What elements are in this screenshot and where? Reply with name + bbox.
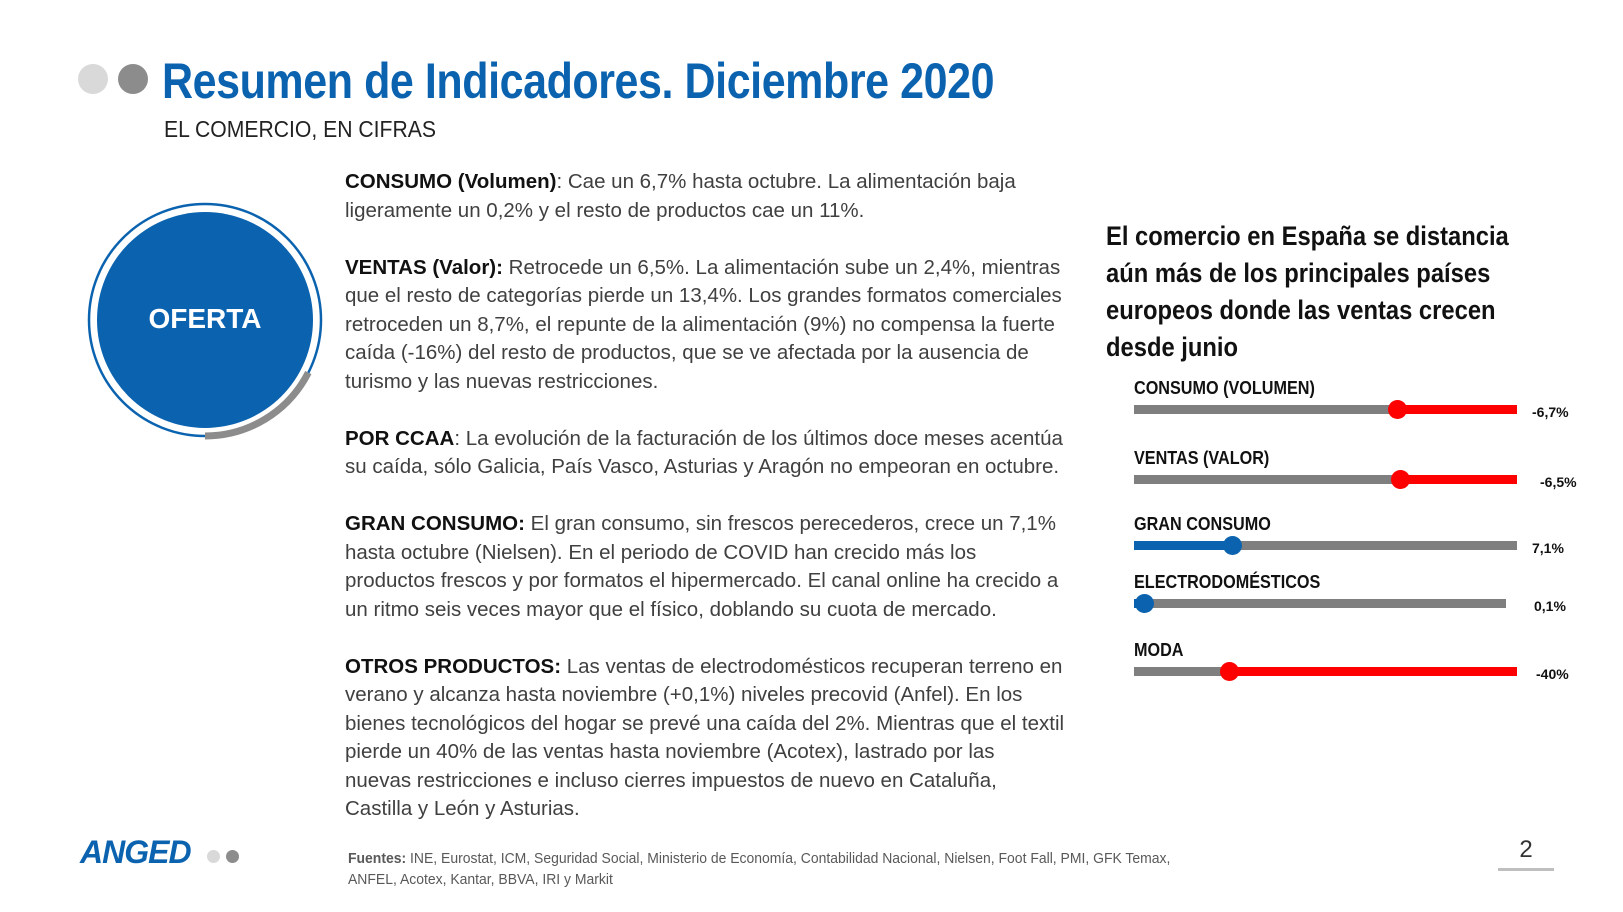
indicator-track bbox=[1134, 599, 1506, 608]
indicator-fill bbox=[1134, 541, 1232, 550]
indicator-label: VENTAS (VALOR) bbox=[1134, 448, 1270, 468]
paragraph-body: Retrocede un 6,5%. La alimentación sube … bbox=[345, 255, 1062, 393]
headline: El comercio en España se distancia aún m… bbox=[1106, 221, 1509, 362]
sources-label: Fuentes: bbox=[348, 850, 407, 867]
indicator-moda: MODA -40% bbox=[1134, 640, 1584, 682]
logo-dot-light bbox=[207, 850, 220, 863]
indicator-marker bbox=[1388, 400, 1407, 419]
heading-separator: : bbox=[454, 426, 466, 450]
paragraph-consumo: CONSUMO (Volumen): Cae un 6,7% hasta oct… bbox=[345, 168, 1065, 225]
indicator-gran-consumo: GRAN CONSUMO 7,1% bbox=[1134, 514, 1584, 556]
paragraph-gran-consumo: GRAN CONSUMO: El gran consumo, sin fresc… bbox=[345, 510, 1065, 624]
indicator-value: 0,1% bbox=[1534, 598, 1566, 614]
paragraph-heading: VENTAS (Valor): bbox=[345, 255, 503, 279]
indicator-track bbox=[1134, 541, 1517, 550]
decorative-dot-light bbox=[78, 64, 108, 94]
decorative-dot-gray bbox=[118, 64, 148, 94]
paragraph-body: La evolución de la facturación de los úl… bbox=[345, 426, 1063, 479]
paragraph-heading: GRAN CONSUMO: bbox=[345, 512, 525, 535]
anged-logo: ANGED bbox=[80, 834, 192, 870]
indicator-marker bbox=[1135, 594, 1154, 613]
indicator-consumo: CONSUMO (VOLUMEN) -6,7% bbox=[1134, 378, 1584, 420]
page-subtitle: EL COMERCIO, EN CIFRAS bbox=[164, 116, 436, 142]
indicator-value: -40% bbox=[1536, 666, 1569, 682]
summary-text: CONSUMO (Volumen): Cae un 6,7% hasta oct… bbox=[345, 168, 1065, 852]
indicator-marker bbox=[1223, 536, 1242, 555]
indicator-marker bbox=[1220, 662, 1239, 681]
paragraph-heading: OTROS PRODUCTOS: bbox=[345, 654, 562, 678]
page-number-underline bbox=[1498, 868, 1554, 871]
oferta-badge: OFERTA bbox=[87, 202, 323, 440]
indicator-label: ELECTRODOMÉSTICOS bbox=[1134, 572, 1321, 592]
indicator-value: -6,7% bbox=[1532, 404, 1569, 420]
badge-label: OFERTA bbox=[148, 303, 261, 334]
sources-note: Fuentes: INE, Eurostat, ICM, Seguridad S… bbox=[348, 848, 1213, 890]
indicator-label: GRAN CONSUMO bbox=[1134, 514, 1271, 534]
indicator-value: -6,5% bbox=[1540, 474, 1577, 490]
indicator-electrodomesticos: ELECTRODOMÉSTICOS 0,1% bbox=[1134, 572, 1584, 614]
paragraph-body: El gran consumo, sin frescos perecederos… bbox=[345, 512, 1059, 621]
badge-gray-arc bbox=[204, 371, 312, 440]
heading-separator: : bbox=[556, 170, 568, 193]
badge-circle bbox=[97, 212, 313, 428]
paragraph-heading: POR CCAA bbox=[345, 426, 455, 450]
indicator-marker bbox=[1391, 470, 1410, 489]
indicator-label: MODA bbox=[1134, 640, 1184, 660]
indicator-fill bbox=[1229, 667, 1517, 676]
page-number: 2 bbox=[1519, 836, 1533, 863]
indicator-fill bbox=[1400, 475, 1517, 484]
indicator-value: 7,1% bbox=[1532, 540, 1564, 556]
paragraph-body: Cae un 6,7% hasta octubre. La alimentaci… bbox=[345, 170, 1016, 222]
indicator-fill bbox=[1397, 405, 1517, 414]
paragraph-body: Las ventas de electrodomésticos recupera… bbox=[345, 654, 1065, 821]
indicator-track bbox=[1134, 475, 1517, 484]
page-title: Resumen de Indicadores. Diciembre 2020 bbox=[162, 53, 995, 109]
indicator-track bbox=[1134, 405, 1517, 414]
paragraph-otros-productos: OTROS PRODUCTOS: Las ventas de electrodo… bbox=[345, 653, 1065, 824]
paragraph-ventas: VENTAS (Valor): Retrocede un 6,5%. La al… bbox=[345, 254, 1065, 397]
indicator-ventas: VENTAS (VALOR) -6,5% bbox=[1134, 448, 1584, 490]
logo-dot-gray bbox=[226, 850, 239, 863]
sources-text: INE, Eurostat, ICM, Seguridad Social, Mi… bbox=[348, 850, 1171, 888]
paragraph-ccaa: POR CCAA: La evolución de la facturación… bbox=[345, 425, 1065, 482]
indicator-label: CONSUMO (VOLUMEN) bbox=[1134, 378, 1315, 398]
paragraph-heading: CONSUMO (Volumen) bbox=[345, 170, 557, 193]
